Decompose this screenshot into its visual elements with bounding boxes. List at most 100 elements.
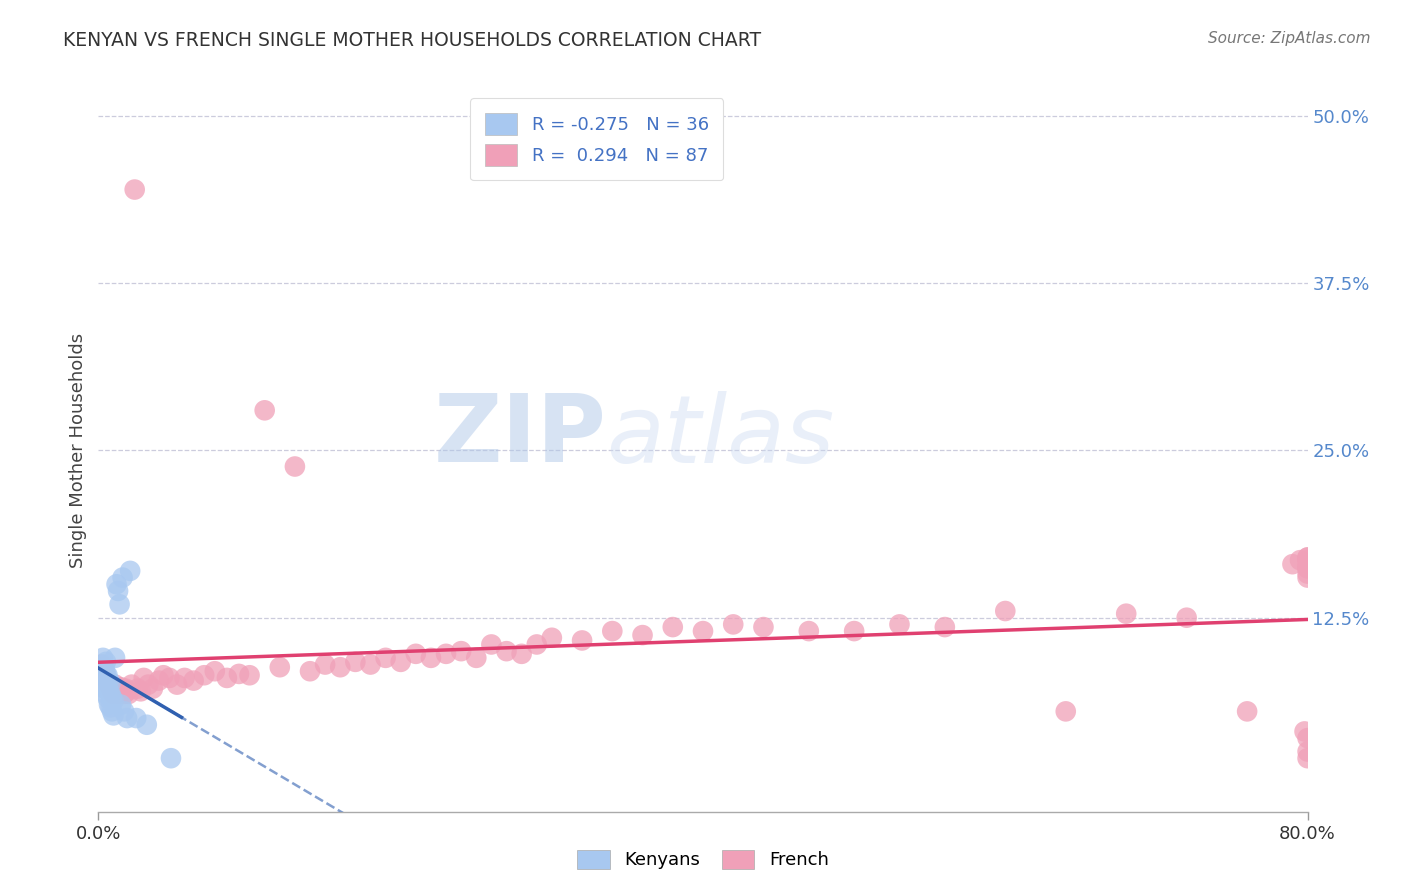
Point <box>94 687 117 701</box>
Point <box>100 687 122 701</box>
Point <box>91 660 114 674</box>
Point <box>797 624 820 639</box>
Point <box>93 681 115 696</box>
Point <box>173 671 195 685</box>
Point <box>193 668 215 682</box>
Point <box>114 681 136 696</box>
Point <box>374 651 396 665</box>
Point <box>495 644 517 658</box>
Point <box>103 694 125 708</box>
Point <box>94 667 117 681</box>
Text: ZIP: ZIP <box>433 390 606 482</box>
Point <box>299 664 322 679</box>
Point <box>98 678 121 692</box>
Point <box>103 708 125 723</box>
Point <box>112 687 135 701</box>
Point <box>510 647 533 661</box>
Point <box>239 668 262 682</box>
Point <box>160 751 183 765</box>
Text: KENYAN VS FRENCH SINGLE MOTHER HOUSEHOLDS CORRELATION CHART: KENYAN VS FRENCH SINGLE MOTHER HOUSEHOLD… <box>63 31 762 50</box>
Point <box>127 681 149 696</box>
Point <box>125 711 148 725</box>
Legend: R = -0.275   N = 36, R =  0.294   N = 87: R = -0.275 N = 36, R = 0.294 N = 87 <box>470 98 723 180</box>
Point <box>405 647 427 661</box>
Point <box>994 604 1017 618</box>
Point <box>1115 607 1137 621</box>
Point <box>481 637 503 651</box>
Point <box>465 651 488 665</box>
Point <box>661 620 683 634</box>
Point <box>692 624 714 639</box>
Point <box>344 655 367 669</box>
Point <box>93 664 115 679</box>
Point <box>1296 571 1319 585</box>
Point <box>159 671 181 685</box>
Point <box>96 690 118 705</box>
Point <box>100 700 122 714</box>
Point <box>1296 557 1319 572</box>
Point <box>129 684 152 698</box>
Point <box>132 671 155 685</box>
Point <box>107 684 129 698</box>
Point <box>108 598 131 612</box>
Point <box>91 651 114 665</box>
Point <box>101 705 124 719</box>
Point <box>1294 724 1316 739</box>
Point <box>752 620 775 634</box>
Point <box>934 620 956 634</box>
Point <box>1296 731 1319 746</box>
Point <box>148 673 170 688</box>
Point <box>94 655 117 669</box>
Point <box>183 673 205 688</box>
Point <box>93 671 115 685</box>
Point <box>1296 561 1319 575</box>
Point <box>1296 751 1319 765</box>
Point <box>1054 705 1077 719</box>
Legend: Kenyans, French: Kenyans, French <box>568 840 838 879</box>
Y-axis label: Single Mother Households: Single Mother Households <box>69 333 87 568</box>
Point <box>121 678 143 692</box>
Point <box>112 705 135 719</box>
Point <box>101 690 124 705</box>
Point <box>1289 553 1312 567</box>
Point <box>142 681 165 696</box>
Point <box>389 655 412 669</box>
Point <box>124 183 146 197</box>
Point <box>110 681 132 695</box>
Point <box>105 577 128 591</box>
Point <box>135 717 157 731</box>
Point <box>91 668 114 682</box>
Point <box>98 684 121 698</box>
Point <box>329 660 352 674</box>
Point <box>434 647 457 661</box>
Point <box>104 678 127 692</box>
Point <box>723 617 745 632</box>
Point <box>96 668 118 682</box>
Point <box>1281 557 1303 572</box>
Point <box>1175 611 1198 625</box>
Point <box>100 681 122 695</box>
Point <box>166 678 188 692</box>
Point <box>314 657 336 672</box>
Point <box>1296 566 1319 581</box>
Point <box>120 564 142 578</box>
Point <box>269 660 291 674</box>
Point <box>1236 705 1258 719</box>
Point <box>889 617 911 632</box>
Text: Source: ZipAtlas.com: Source: ZipAtlas.com <box>1208 31 1371 46</box>
Point <box>96 673 118 688</box>
Point <box>93 660 115 674</box>
Point <box>420 651 443 665</box>
Point <box>1296 561 1319 575</box>
Point <box>91 657 114 672</box>
Point <box>100 676 122 690</box>
Point <box>94 671 117 685</box>
Point <box>118 687 141 701</box>
Point <box>215 671 238 685</box>
Point <box>631 628 654 642</box>
Point <box>104 651 127 665</box>
Point <box>152 668 174 682</box>
Point <box>571 633 593 648</box>
Point <box>844 624 866 639</box>
Point <box>115 684 138 698</box>
